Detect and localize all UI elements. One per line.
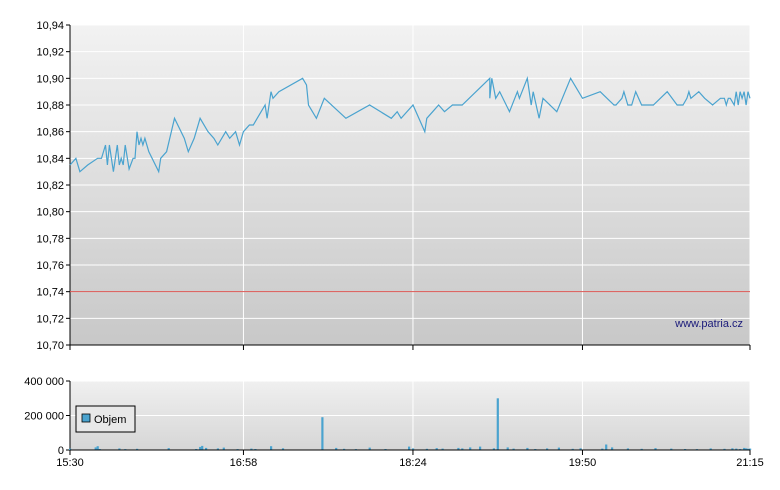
- price-y-tick-label: 10,90: [36, 73, 64, 85]
- price-y-tick-label: 10,84: [36, 153, 64, 165]
- volume-bar: [250, 448, 253, 450]
- volume-bar: [735, 448, 738, 450]
- price-y-tick-label: 10,86: [36, 127, 64, 139]
- volume-x-tick-label: 15:30: [56, 457, 84, 469]
- volume-bar: [747, 448, 750, 450]
- volume-bar: [94, 447, 97, 450]
- volume-bar: [654, 448, 657, 450]
- legend: Objem: [75, 405, 136, 433]
- volume-bar: [546, 448, 549, 450]
- volume-x-tick-label: 18:24: [399, 457, 427, 469]
- volume-bar: [201, 445, 204, 450]
- price-chart: 10,94 10,92 10,90 10,88 10,86 10,84 10,82 10,80…: [36, 20, 751, 352]
- legend-label: Objem: [94, 414, 126, 426]
- volume-bar: [745, 448, 748, 450]
- price-y-tick-label: 10,92: [36, 47, 64, 59]
- price-x-ticks: [69, 345, 751, 350]
- volume-bar: [670, 448, 673, 450]
- volume-x-tick-label: 19:50: [569, 457, 597, 469]
- volume-bar: [412, 448, 415, 450]
- volume-bar: [557, 447, 560, 450]
- volume-x-axis-labels: 15:30 16:58 18:24 19:50 21:15: [56, 450, 764, 469]
- volume-bar: [96, 446, 99, 450]
- volume-bars: [69, 398, 752, 451]
- volume-bar: [496, 398, 499, 451]
- volume-bar: [506, 447, 509, 450]
- price-y-tick-label: 10,76: [36, 260, 64, 272]
- volume-bar: [425, 448, 428, 450]
- volume-bar: [601, 448, 604, 450]
- price-y-tick-label: 10,88: [36, 100, 64, 112]
- volume-bar: [571, 448, 574, 450]
- volume-bar: [461, 448, 464, 450]
- volume-bar: [136, 448, 139, 450]
- volume-bar: [626, 448, 629, 450]
- price-y-tick-label: 10,94: [36, 20, 64, 32]
- volume-bar: [469, 447, 472, 450]
- volume-y-tick-label: 0: [58, 445, 64, 457]
- price-y-tick-label: 10,82: [36, 180, 64, 192]
- volume-bar: [199, 446, 202, 450]
- volume-bar: [335, 447, 338, 450]
- volume-bar: [118, 448, 121, 450]
- price-series-line: [69, 75, 751, 174]
- volume-x-tick-label: 21:15: [736, 457, 764, 469]
- price-y-tick-label: 10,74: [36, 287, 64, 299]
- volume-bar: [731, 448, 734, 450]
- price-y-tick-label: 10,70: [36, 340, 64, 352]
- volume-bar: [368, 447, 371, 450]
- volume-x-tick-label: 16:58: [230, 457, 258, 469]
- volume-bar: [479, 446, 482, 450]
- price-y-tick-label: 10,78: [36, 233, 64, 245]
- volume-bar: [321, 417, 324, 450]
- volume-bar: [611, 447, 614, 450]
- price-y-axis: 10,94 10,92 10,90 10,88 10,86 10,84 10,82 10,80…: [36, 20, 71, 352]
- volume-bar: [222, 447, 225, 450]
- watermark: www.patria.cz: [674, 318, 743, 330]
- volume-bar: [743, 447, 746, 450]
- volume-bar: [709, 448, 712, 450]
- volume-bar: [526, 447, 529, 450]
- volume-y-tick-label: 200 000: [24, 411, 64, 423]
- legend-swatch: [81, 413, 91, 423]
- volume-bar: [512, 448, 515, 450]
- volume-bar: [723, 448, 726, 450]
- volume-bar: [749, 448, 752, 450]
- volume-bar: [69, 448, 72, 450]
- volume-bar: [492, 448, 495, 450]
- volume-bar: [408, 446, 411, 450]
- volume-bar: [435, 448, 438, 450]
- volume-chart: 400 000 200 000 0 15:30 16:58 18:24 19:50 21:1…: [24, 376, 764, 469]
- volume-y-tick-label: 400 000: [24, 376, 64, 388]
- volume-bar: [343, 448, 346, 450]
- volume-bar: [281, 448, 285, 450]
- volume-bar: [605, 444, 608, 450]
- volume-y-axis: 400 000 200 000 0: [24, 376, 71, 457]
- volume-bar: [579, 448, 582, 450]
- volume-bar: [167, 448, 170, 450]
- volume-bar: [205, 447, 208, 450]
- price-y-tick-label: 10,72: [36, 313, 64, 325]
- price-y-tick-label: 10,80: [36, 207, 64, 219]
- volume-bar: [640, 448, 643, 450]
- volume-bar: [270, 446, 273, 450]
- volume-bar: [441, 448, 444, 450]
- volume-bar: [216, 448, 219, 450]
- volume-bar: [457, 447, 460, 450]
